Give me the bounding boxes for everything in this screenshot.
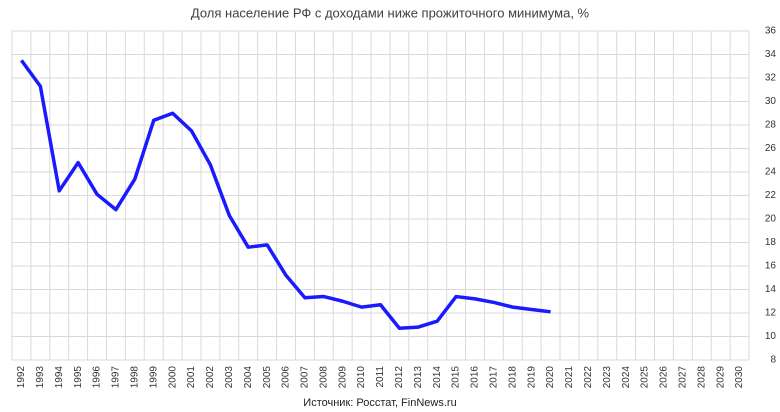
x-tick-label: 1993: [35, 366, 46, 389]
x-tick-label: 2022: [583, 366, 594, 389]
y-tick-label: 8: [770, 355, 776, 366]
y-tick-label: 22: [765, 190, 777, 201]
y-tick-label: 34: [765, 49, 777, 60]
y-tick-label: 14: [765, 284, 777, 295]
chart-title: Доля население РФ с доходами ниже прожит…: [191, 5, 590, 20]
x-tick-label: 2028: [696, 366, 707, 389]
x-tick-label: 1999: [148, 366, 159, 389]
y-tick-label: 10: [765, 331, 777, 342]
x-tick-label: 2018: [507, 366, 518, 389]
x-tick-label: 1995: [73, 366, 84, 389]
y-tick-label: 16: [765, 261, 777, 272]
y-tick-label: 30: [765, 96, 777, 107]
x-tick-label: 2012: [394, 366, 405, 389]
x-tick-label: 2027: [677, 366, 688, 389]
x-tick-label: 2009: [337, 366, 348, 389]
x-tick-label: 2000: [167, 366, 178, 389]
y-tick-label: 26: [765, 143, 777, 154]
x-tick-label: 2002: [205, 366, 216, 389]
x-tick-label: 1994: [54, 366, 65, 389]
y-tick-label: 18: [765, 237, 777, 248]
y-tick-label: 36: [765, 26, 777, 37]
x-tick-label: 2017: [489, 366, 500, 389]
x-tick-label: 2019: [526, 366, 537, 389]
x-tick-label: 2011: [375, 366, 386, 388]
y-tick-label: 20: [765, 214, 777, 225]
x-tick-label: 2005: [262, 366, 273, 389]
x-tick-label: 2021: [564, 366, 575, 389]
x-tick-label: 2030: [734, 366, 745, 389]
x-tick-label: 2003: [224, 366, 235, 389]
y-tick-label: 32: [765, 73, 777, 84]
x-tick-label: 2023: [602, 366, 613, 389]
x-tick-label: 2014: [432, 366, 443, 389]
x-tick-label: 2013: [413, 366, 424, 389]
x-tick-label: 2026: [659, 366, 670, 389]
x-tick-label: 2008: [318, 366, 329, 389]
x-tick-label: 1998: [129, 366, 140, 389]
x-tick-label: 2001: [186, 366, 197, 389]
data-line: [20, 59, 551, 331]
source: Источник: Росстат, FinNews.ru: [303, 397, 456, 409]
x-tick-label: 2016: [470, 366, 481, 389]
x-tick-label: 1996: [92, 366, 103, 389]
y-tick-label: 12: [765, 308, 777, 319]
x-tick-label: 2020: [545, 366, 556, 389]
x-tick-label: 2029: [715, 366, 726, 389]
x-tick-label: 2015: [451, 366, 462, 389]
x-tick-label: 2006: [281, 366, 292, 389]
x-tick-label: 2025: [640, 366, 651, 389]
x-tick-label: 2007: [300, 366, 311, 389]
y-tick-label: 28: [765, 120, 777, 131]
x-tick-label: 1997: [111, 366, 122, 389]
x-tick-label: 2024: [621, 366, 632, 389]
x-tick-label: 2004: [243, 366, 254, 389]
y-tick-label: 24: [765, 167, 777, 178]
x-tick-label: 2010: [356, 366, 367, 389]
x-tick-label: 1992: [16, 366, 27, 389]
